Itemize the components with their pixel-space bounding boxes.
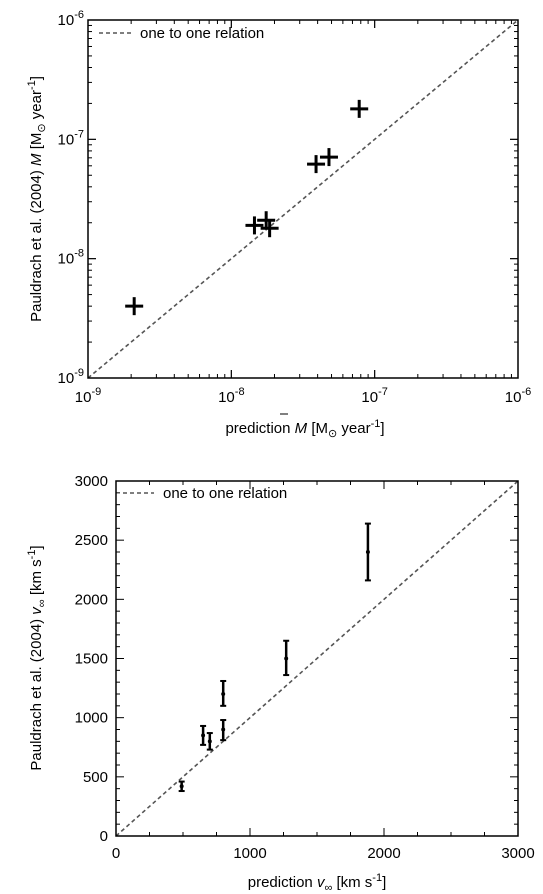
plus-marker — [260, 219, 279, 238]
y-tick-labels: 10-9 10-8 10-7 10-6 — [58, 9, 84, 387]
mass-loss-chart: one to one relation 10-9 10-8 10-7 10-6 10-… — [26, 9, 531, 440]
plus-marker — [125, 297, 144, 316]
error-bar-point — [364, 522, 371, 582]
legend: one to one relation — [99, 25, 264, 42]
y-tick-label: 1000 — [75, 710, 108, 727]
error-bar-point — [220, 679, 227, 707]
x-tick-label: 0 — [112, 845, 120, 862]
data-points — [87, 19, 519, 379]
one-to-one-line — [115, 480, 519, 837]
plot-frame — [87, 19, 519, 379]
x-tick-labels: 10-9 10-8 10-7 10-6 — [75, 386, 531, 406]
x-tick-labels: 0 1000 2000 3000 — [112, 845, 535, 862]
x-tick-label: 10-9 — [75, 386, 101, 406]
y-tick-label: 2500 — [75, 532, 108, 549]
y-tick-label: 1500 — [75, 651, 108, 668]
y-axis-label: Pauldrach et al. (2004) M [M⊙ year-1] — [26, 76, 48, 322]
legend-label: one to one relation — [163, 485, 287, 502]
error-bar-point — [220, 719, 227, 742]
y-tick-label: 3000 — [75, 473, 108, 490]
error-bar-point — [283, 639, 290, 677]
legend-label: one to one relation — [140, 25, 264, 42]
error-bar-point — [200, 724, 207, 746]
x-tick-label: 10-7 — [361, 386, 387, 406]
y-tick-label: 500 — [83, 769, 108, 786]
one-to-one-line — [87, 19, 519, 379]
x-tick-label: 2000 — [367, 845, 400, 862]
x-tick-label: 3000 — [501, 845, 534, 862]
plus-marker — [350, 99, 369, 118]
plus-marker — [319, 148, 338, 167]
plus-marker — [257, 211, 276, 230]
legend: one to one relation — [123, 485, 287, 502]
x-tick-label: 10-6 — [505, 386, 531, 406]
y-tick-label: 10-9 — [58, 367, 84, 387]
y-tick-label: 10-8 — [58, 248, 84, 268]
y-tick-label: 10-6 — [58, 9, 84, 29]
velocity-chart: one to one relation 0 1000 2000 3000 0 500 10… — [26, 473, 535, 894]
y-tick-label: 2000 — [75, 591, 108, 608]
data-points — [115, 480, 519, 837]
y-axis-label: Pauldrach et al. (2004) v∞ [km s-1] — [26, 545, 48, 770]
y-axis-label-wrap: Pauldrach et al. (2004) v∞ [km s-1] — [26, 545, 48, 770]
plus-marker — [245, 216, 264, 235]
x-tick-label: 10-8 — [218, 386, 244, 406]
y-tick-labels: 0 500 1000 1500 2000 2500 3000 — [75, 473, 108, 845]
plot-frame — [115, 480, 519, 837]
y-tick-label: 0 — [100, 828, 108, 845]
x-axis-label: prediction M [M⊙ year-1] — [225, 418, 384, 440]
x-axis-label: prediction v∞ [km s-1] — [248, 872, 387, 894]
x-tick-label: 1000 — [233, 845, 266, 862]
error-bar-point — [206, 732, 213, 751]
y-axis-label-wrap: Pauldrach et al. (2004) M [M⊙ year-1] — [26, 76, 48, 322]
y-tick-label: 10-7 — [58, 128, 84, 148]
plus-marker — [307, 155, 326, 174]
error-bar-point — [178, 780, 185, 793]
